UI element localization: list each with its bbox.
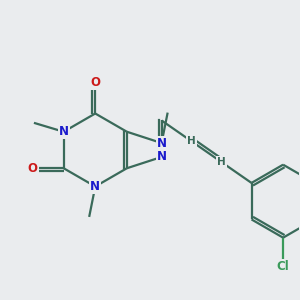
Text: H: H: [187, 136, 196, 146]
Text: N: N: [157, 136, 166, 149]
Text: N: N: [90, 180, 100, 193]
Text: O: O: [90, 76, 100, 89]
Text: Cl: Cl: [277, 260, 290, 273]
Text: N: N: [157, 151, 166, 164]
Text: N: N: [58, 125, 69, 138]
Text: O: O: [28, 162, 38, 175]
Text: H: H: [217, 157, 226, 167]
